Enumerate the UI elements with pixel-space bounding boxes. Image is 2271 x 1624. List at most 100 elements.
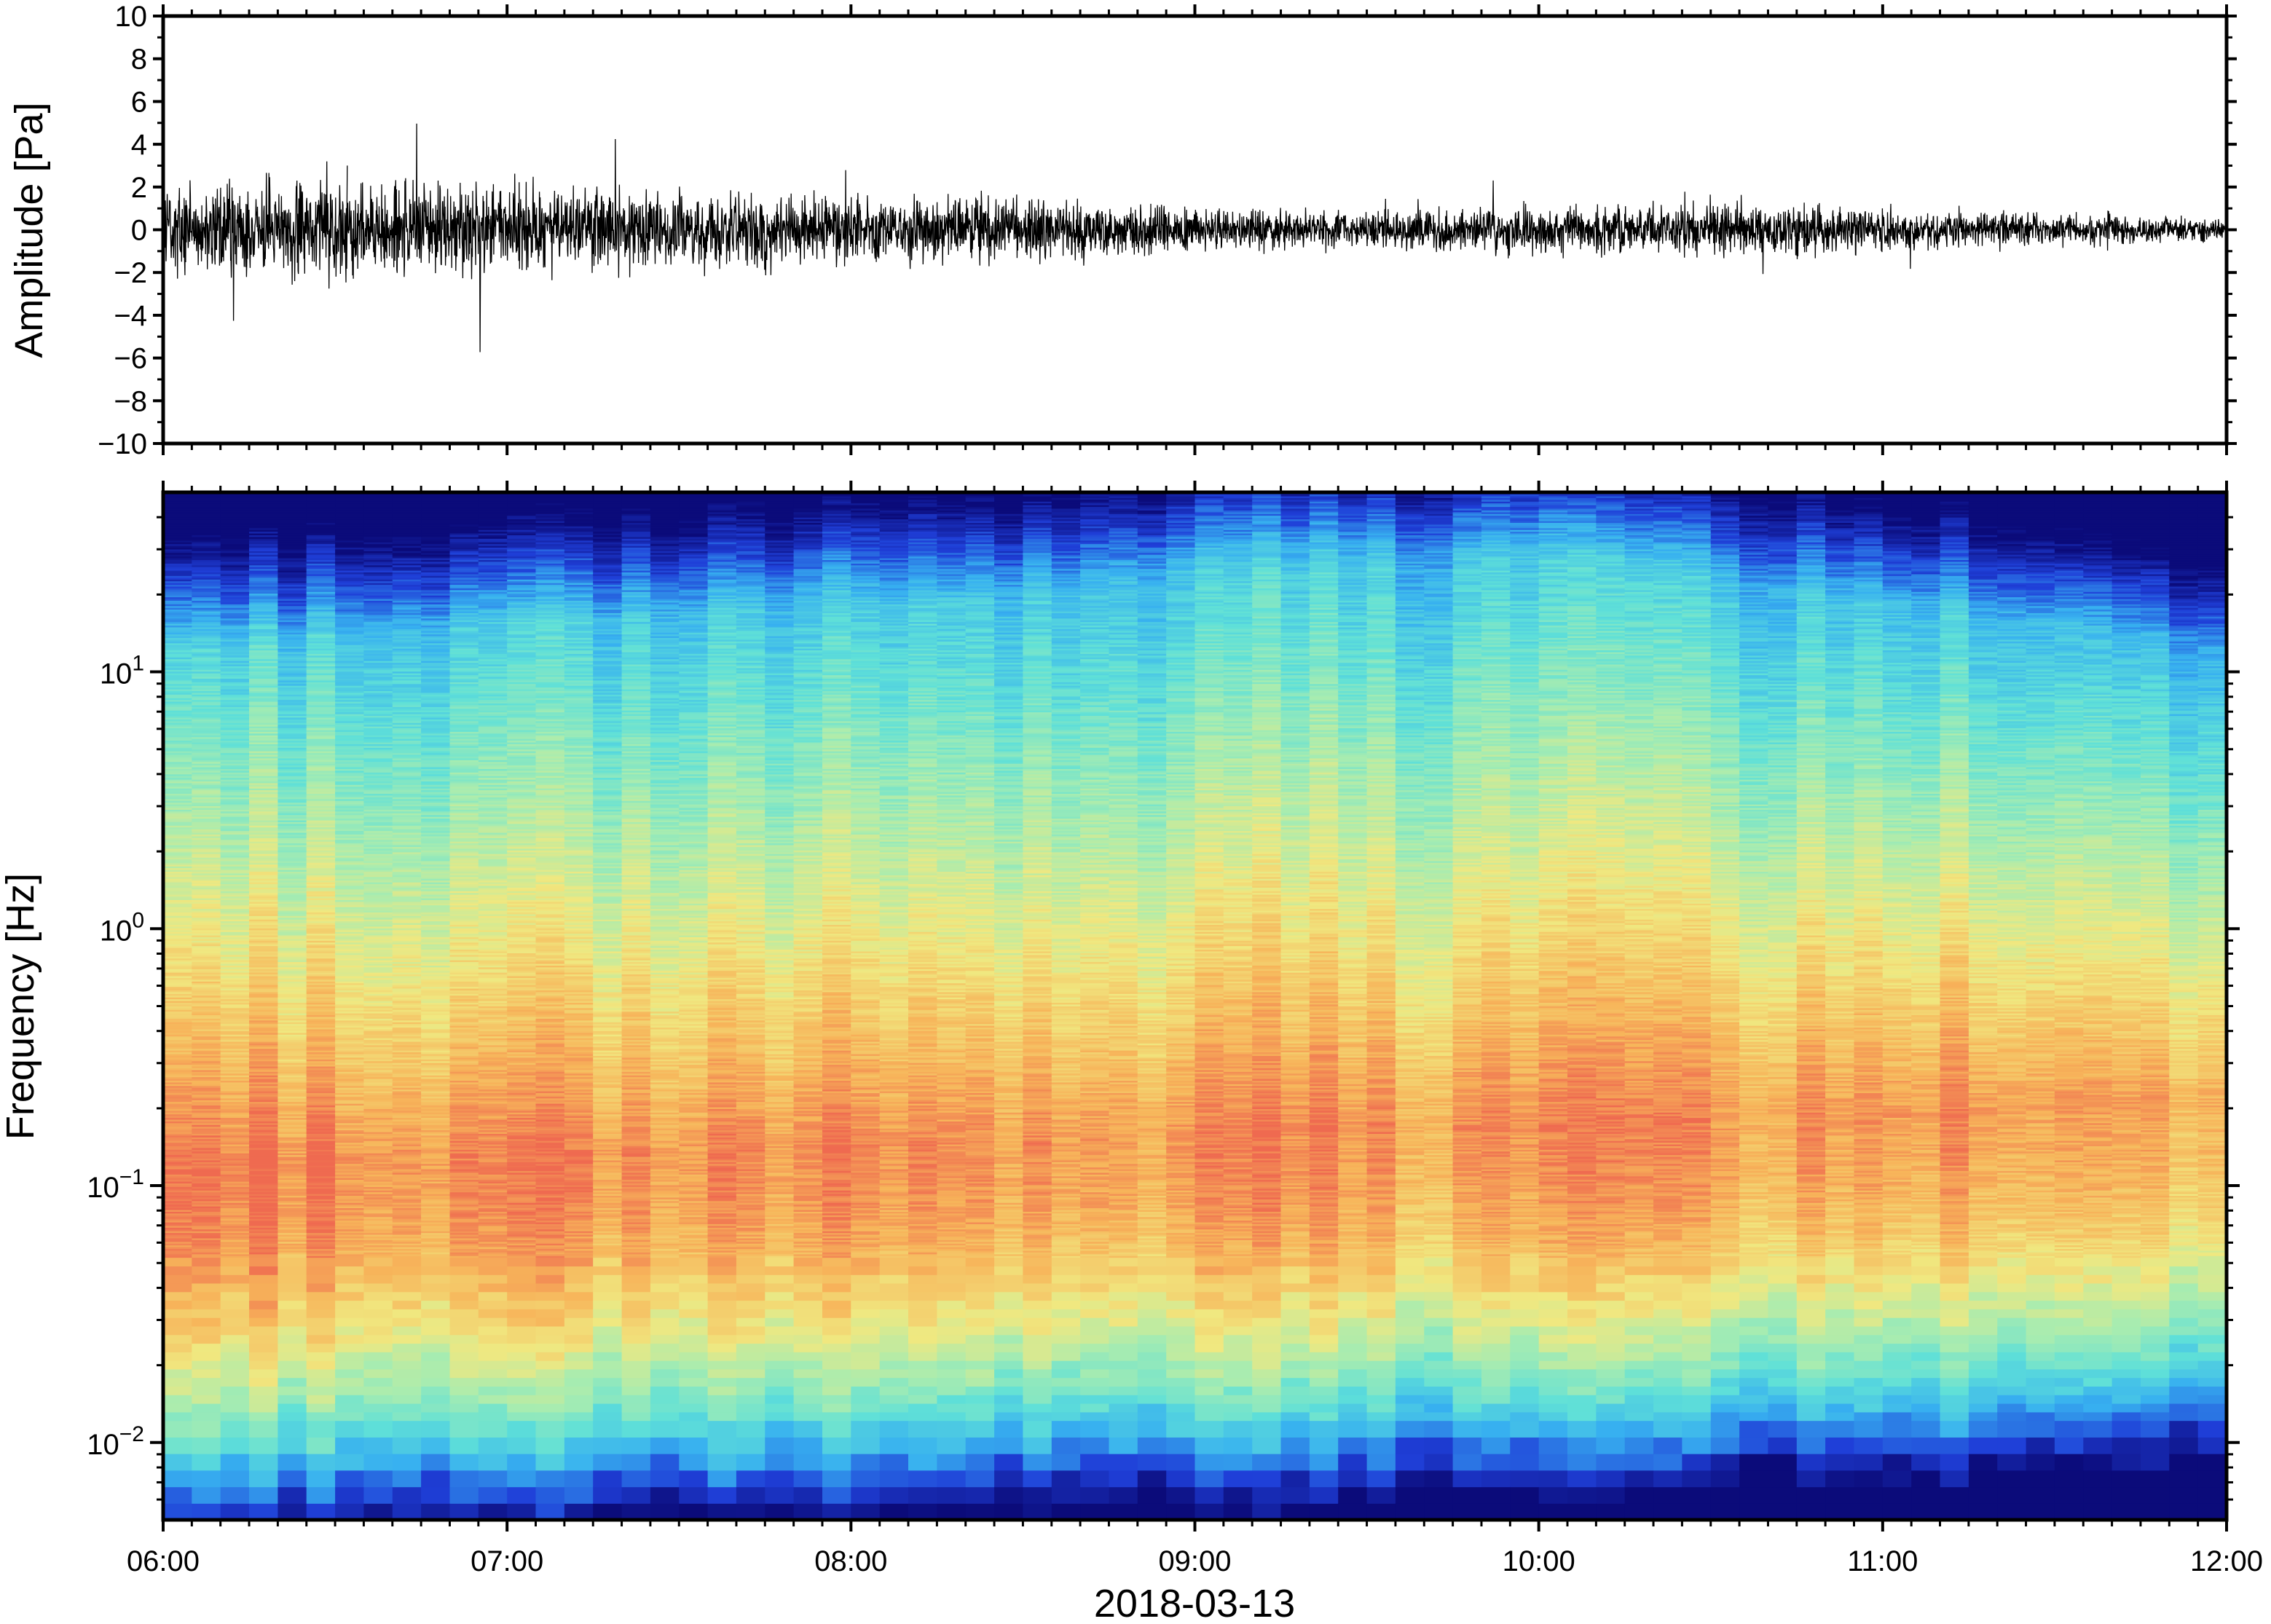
spectrogram-cell xyxy=(221,1317,250,1326)
spectrogram-cell xyxy=(249,1352,278,1360)
spectrogram-cell xyxy=(450,1412,479,1421)
spectrogram-cell xyxy=(307,1326,336,1335)
spectrogram-cell xyxy=(450,1335,479,1344)
spectrogram-cell xyxy=(393,1421,422,1438)
spectrogram-cell xyxy=(393,1283,422,1292)
spectrogram-cell xyxy=(249,1317,278,1326)
spectrogram-cell xyxy=(307,1470,336,1487)
spectrogram-cell xyxy=(450,1352,479,1360)
spectrogram-cell xyxy=(393,1395,422,1403)
spectrogram-cell xyxy=(249,1386,278,1395)
spectrogram-cell xyxy=(307,1352,336,1360)
spectrogram-cell xyxy=(363,1326,393,1335)
spectrogram-cell xyxy=(249,1470,278,1487)
spectrogram-cell xyxy=(421,1283,450,1292)
spectrogram-cell xyxy=(363,1309,393,1317)
spectrogram-cell xyxy=(307,1503,336,1520)
spectrogram-cell xyxy=(335,1274,364,1283)
spectrogram-cell xyxy=(221,1266,250,1274)
spectrogram-cell xyxy=(393,1360,422,1369)
spectrogram-cell xyxy=(307,1395,336,1403)
spectrogram-cell xyxy=(192,1283,221,1292)
spectrogram-cell xyxy=(163,1412,192,1421)
spectrogram-cell xyxy=(421,1470,450,1487)
spectrogram-cell xyxy=(421,1487,450,1504)
spectrogram-cell xyxy=(421,1403,450,1412)
spectrogram-cell xyxy=(450,1454,479,1470)
spectrogram-cell xyxy=(307,1403,336,1412)
spectrogram-cell xyxy=(221,1369,250,1378)
spectrogram-cell xyxy=(221,1283,250,1292)
spectrogram-cell xyxy=(163,1335,192,1344)
spectrogram-cell xyxy=(192,1403,221,1412)
spectrogram-cell xyxy=(221,1335,250,1344)
spectrogram-cell xyxy=(421,1503,450,1520)
spectrogram-cell xyxy=(221,1403,250,1412)
spectrogram-cell xyxy=(192,1292,221,1301)
spectrogram-cell xyxy=(421,1352,450,1360)
spectrogram-cell xyxy=(278,1503,307,1520)
spectrogram-cell xyxy=(363,1487,393,1504)
spectrogram-cell xyxy=(335,1487,364,1504)
spectrogram-cell xyxy=(221,1454,250,1470)
spectrogram-cell xyxy=(163,1395,192,1403)
spectrogram-cell xyxy=(163,1292,192,1301)
spectrogram-cell xyxy=(221,1274,250,1283)
spectrogram-cell xyxy=(307,1378,336,1387)
spectrogram-cell xyxy=(363,1344,393,1352)
spectrogram-cell xyxy=(421,1266,450,1274)
spectrogram-cell xyxy=(249,1258,278,1266)
spectrogram-cell xyxy=(221,1309,250,1317)
spectrogram-cell xyxy=(393,1369,422,1378)
spectrogram-cell xyxy=(249,1335,278,1344)
spectrogram-cell xyxy=(278,1421,307,1438)
spectrogram-cell xyxy=(450,1258,479,1266)
y-tick-label: 0 xyxy=(131,215,147,247)
spectrogram-cell xyxy=(421,1412,450,1421)
y-tick-label: −4 xyxy=(114,300,147,332)
spectrogram-cell xyxy=(192,1360,221,1369)
spectrogram-cell xyxy=(307,1301,336,1309)
spectrogram-cell xyxy=(450,1301,479,1309)
spectrogram-cell xyxy=(335,1421,364,1438)
spectrogram-cell xyxy=(421,1369,450,1378)
spectrogram-cell xyxy=(450,1386,479,1395)
spectrogram-cell xyxy=(421,1292,450,1301)
y-tick-label: 10 xyxy=(115,1,148,33)
spectrogram-cell xyxy=(335,1412,364,1421)
spectrogram-cell xyxy=(335,1301,364,1309)
spectrogram-cell xyxy=(278,1403,307,1412)
spectrogram-cell xyxy=(363,1403,393,1412)
spectrogram-cell xyxy=(363,1352,393,1360)
y-tick-label: −2 xyxy=(114,257,147,289)
spectrogram-cell xyxy=(249,1403,278,1412)
spectrogram-cell xyxy=(393,1309,422,1317)
spectrogram-cell xyxy=(192,1352,221,1360)
spectrogram-cell xyxy=(363,1369,393,1378)
spectrogram-cell xyxy=(278,1412,307,1421)
spectrogram-cell xyxy=(249,1360,278,1369)
spectrogram-cell xyxy=(421,1386,450,1395)
spectrogram-cell xyxy=(450,1292,479,1301)
spectrogram-cell xyxy=(163,1369,192,1378)
spectrogram-cell xyxy=(393,1412,422,1421)
spectrogram-cell xyxy=(363,1412,393,1421)
spectrogram-cell xyxy=(421,1344,450,1352)
spectrogram-cell xyxy=(393,1454,422,1470)
spectrogram-cell xyxy=(335,1369,364,1378)
spectrogram-cell xyxy=(335,1292,364,1301)
spectrogram-cell xyxy=(363,1470,393,1487)
spectrogram-cell xyxy=(421,1421,450,1438)
spectrogram-cell xyxy=(363,1317,393,1326)
spectrogram-cell xyxy=(163,1378,192,1387)
spectrogram-cell xyxy=(335,1386,364,1395)
spectrogram-cell xyxy=(278,1317,307,1326)
spectrogram-cell xyxy=(249,1274,278,1283)
spectrogram-cell xyxy=(192,1266,221,1274)
spectrogram-cell xyxy=(221,1360,250,1369)
spectrogram-cell xyxy=(278,1470,307,1487)
spectrogram-cell xyxy=(307,1437,336,1454)
spectrogram-cell xyxy=(363,1258,393,1266)
spectrogram-cell xyxy=(192,1503,221,1520)
